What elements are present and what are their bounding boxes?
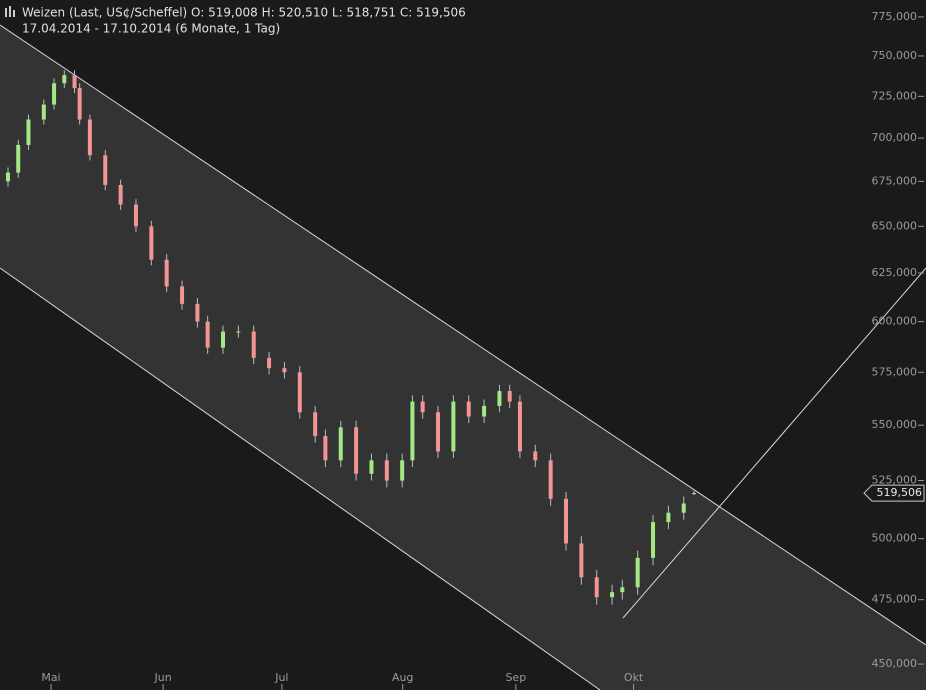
y-tick-label: 750,000: [872, 49, 918, 62]
candle-body: [195, 303, 200, 322]
candle-body: [507, 391, 512, 402]
last-price-label: 519,506: [877, 486, 923, 499]
channel-upper: [0, 24, 926, 646]
candle-body: [149, 226, 154, 260]
header-icon: [5, 6, 15, 17]
candle-body: [282, 368, 287, 373]
y-tick-label: 450,000: [872, 657, 918, 670]
y-tick-label: 600,000: [872, 315, 918, 328]
candle-body: [41, 104, 46, 120]
last-price-marker: [863, 484, 925, 502]
candle-body: [26, 119, 31, 145]
y-tick-label: 650,000: [872, 219, 918, 232]
candle-body: [180, 286, 185, 304]
candle-body: [651, 522, 656, 558]
candle-body: [497, 391, 502, 406]
x-tick-label: Jul: [274, 671, 288, 684]
y-tick-label: 575,000: [872, 365, 918, 378]
candle-body: [666, 512, 671, 523]
candle-body: [118, 184, 123, 205]
y-tick-label: 725,000: [872, 89, 918, 102]
candle-body: [72, 75, 77, 89]
candle-body: [133, 204, 138, 227]
candle-body: [482, 405, 487, 417]
candle-body: [420, 401, 425, 413]
candle-body: [594, 577, 599, 598]
y-tick-label: 500,000: [872, 532, 918, 545]
candle-body: [681, 503, 686, 513]
candle-body: [62, 75, 67, 84]
x-tick-label: Jun: [154, 671, 172, 684]
candle-body: [436, 412, 441, 452]
candle-body: [451, 401, 456, 452]
candle-body: [620, 587, 625, 593]
candle-body: [533, 451, 538, 461]
candle-body: [323, 436, 328, 461]
candle-body: [400, 460, 405, 481]
candle-body: [77, 88, 82, 120]
candle-body: [87, 119, 92, 156]
candle-body: [267, 357, 272, 369]
y-tick-label: 550,000: [872, 418, 918, 431]
candle-body: [164, 259, 169, 287]
candle-body: [564, 498, 569, 544]
candle-body: [579, 543, 584, 578]
y-tick-label: 525,000: [872, 474, 918, 487]
candle-body: [466, 401, 471, 417]
candle-body: [548, 460, 553, 499]
chart-title: Weizen (Last, US¢/Scheffel) O: 519,008 H…: [22, 6, 466, 20]
candle-body: [236, 331, 241, 333]
candle-body: [384, 460, 389, 481]
candle-body: [205, 321, 210, 348]
candle-body: [410, 401, 415, 461]
candle-body: [221, 331, 226, 348]
candle-body: [610, 592, 615, 598]
trend-line: [622, 267, 926, 619]
candle-body: [313, 412, 318, 437]
y-tick-label: 700,000: [872, 131, 918, 144]
candle-body: [354, 427, 359, 474]
y-tick-label: 775,000: [872, 10, 918, 23]
x-tick-label: Sep: [505, 671, 526, 684]
candle-body: [297, 372, 302, 413]
candle-body: [5, 172, 10, 182]
candle-body: [517, 401, 522, 452]
channel-lower: [0, 267, 601, 690]
x-tick-label: Mai: [41, 671, 60, 684]
candle-body: [16, 144, 21, 173]
trend-channel: [0, 25, 926, 690]
y-tick-label: 675,000: [872, 174, 918, 187]
candle-body: [369, 460, 374, 474]
candle-body: [691, 493, 696, 495]
candle-body: [103, 155, 108, 185]
y-tick-label: 625,000: [872, 266, 918, 279]
candle-body: [635, 557, 640, 588]
chart-subtitle: 17.04.2014 - 17.10.2014 (6 Monate, 1 Tag…: [22, 22, 280, 36]
x-tick-label: Aug: [392, 671, 413, 684]
candle-body: [338, 427, 343, 461]
y-tick-label: 475,000: [872, 593, 918, 606]
x-tick-label: Okt: [624, 671, 644, 684]
candle-body: [251, 331, 256, 358]
candle-body: [52, 83, 57, 105]
